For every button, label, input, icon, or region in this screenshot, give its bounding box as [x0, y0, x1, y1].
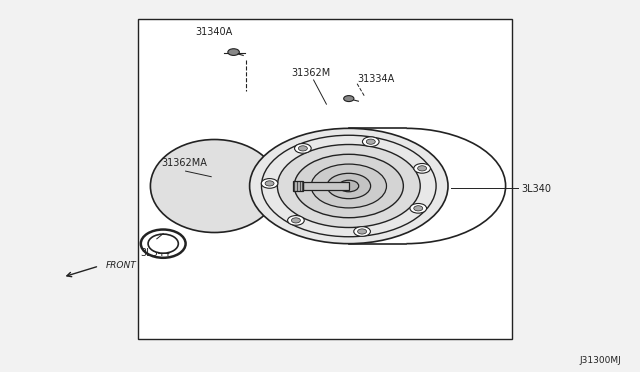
Circle shape — [291, 218, 300, 223]
Circle shape — [265, 181, 274, 186]
Circle shape — [414, 206, 423, 211]
Text: 3L344: 3L344 — [141, 248, 171, 259]
Ellipse shape — [148, 234, 179, 253]
Circle shape — [327, 173, 371, 199]
Text: 31340A: 31340A — [196, 27, 233, 37]
Text: 31362M: 31362M — [291, 68, 330, 78]
Circle shape — [294, 154, 403, 218]
Ellipse shape — [150, 140, 278, 232]
Circle shape — [250, 128, 448, 244]
Circle shape — [311, 164, 387, 208]
Circle shape — [294, 144, 311, 153]
Circle shape — [366, 139, 375, 144]
Circle shape — [298, 146, 307, 151]
Circle shape — [287, 215, 304, 225]
Circle shape — [358, 229, 367, 234]
Circle shape — [339, 180, 359, 192]
Bar — [138, 19, 512, 339]
Text: 31334A: 31334A — [357, 74, 394, 84]
Circle shape — [414, 164, 431, 173]
Text: J31300MJ: J31300MJ — [579, 356, 621, 365]
Circle shape — [410, 203, 427, 213]
Circle shape — [362, 137, 379, 147]
Text: 3L340: 3L340 — [522, 184, 552, 194]
Bar — [293, 181, 303, 191]
Circle shape — [344, 96, 354, 102]
Circle shape — [354, 227, 371, 236]
Circle shape — [277, 144, 420, 228]
Circle shape — [261, 179, 278, 188]
Circle shape — [228, 49, 239, 55]
Text: 31362MA: 31362MA — [161, 158, 207, 168]
Bar — [303, 182, 349, 190]
Circle shape — [418, 166, 427, 171]
Text: FRONT: FRONT — [106, 262, 136, 270]
